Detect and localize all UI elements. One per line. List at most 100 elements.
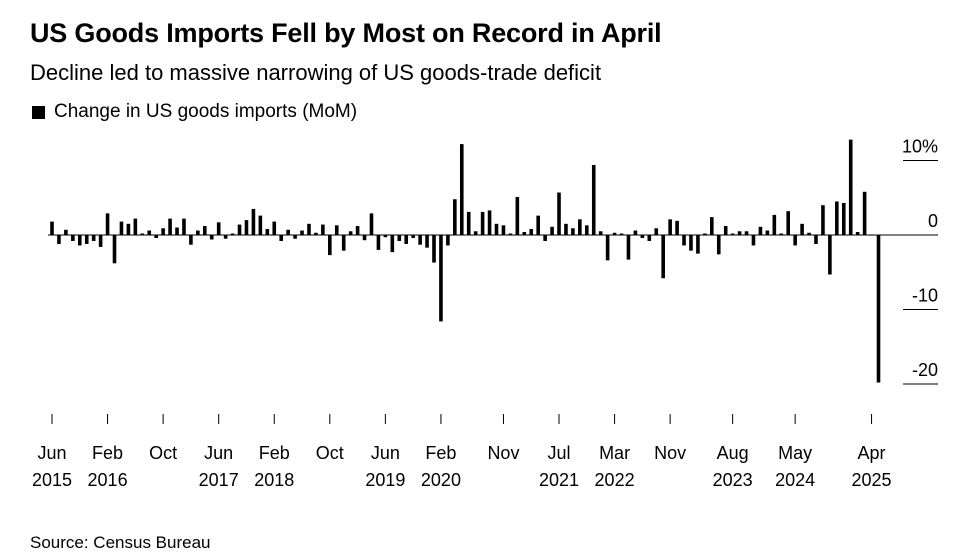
chart-subtitle: Decline led to massive narrowing of US g… bbox=[30, 60, 602, 85]
bar bbox=[84, 235, 89, 244]
bar bbox=[300, 230, 304, 235]
bar bbox=[369, 213, 374, 236]
bar bbox=[376, 235, 381, 250]
x-tick-label-month: Feb bbox=[92, 443, 123, 463]
x-tick-label-month: Aug bbox=[717, 443, 749, 463]
bar bbox=[536, 215, 540, 235]
bar bbox=[716, 235, 721, 255]
bar bbox=[807, 232, 811, 235]
bar bbox=[321, 224, 325, 235]
bar bbox=[786, 211, 791, 235]
bar bbox=[418, 235, 422, 245]
bar bbox=[314, 232, 318, 235]
bar bbox=[439, 235, 443, 322]
bar bbox=[383, 235, 388, 238]
bar bbox=[487, 210, 492, 235]
chart-title: US Goods Imports Fell by Most on Record … bbox=[30, 18, 662, 48]
bar bbox=[835, 201, 839, 235]
bar bbox=[862, 191, 867, 235]
bar bbox=[203, 226, 207, 235]
bar bbox=[57, 235, 61, 244]
legend-label: Change in US goods imports (MoM) bbox=[54, 101, 358, 122]
bar bbox=[390, 235, 395, 253]
x-tick-label-month: Feb bbox=[425, 443, 456, 463]
bar bbox=[654, 228, 659, 235]
bar bbox=[821, 205, 825, 235]
bar bbox=[605, 235, 610, 261]
bar bbox=[668, 219, 672, 235]
bar bbox=[515, 197, 520, 235]
x-tick-label-month: Jun bbox=[371, 443, 400, 463]
bar bbox=[286, 229, 290, 235]
bar bbox=[619, 233, 624, 235]
bar bbox=[640, 235, 645, 238]
x-axis: Jun 2015 Feb 2016 Oct Jun 2017 Feb 2018 Oct Jun 201… bbox=[32, 414, 892, 490]
x-tick-label-month: Jun bbox=[37, 443, 66, 463]
bar bbox=[598, 231, 603, 236]
x-tick-label-year: 2024 bbox=[775, 470, 815, 490]
bar bbox=[772, 214, 777, 235]
x-tick-label-month: Nov bbox=[487, 443, 519, 463]
bar bbox=[348, 231, 353, 236]
bar bbox=[591, 164, 596, 235]
bar bbox=[244, 220, 249, 235]
bar bbox=[307, 223, 311, 235]
x-tick-label-year: 2022 bbox=[595, 470, 635, 490]
x-tick-label-year: 2015 bbox=[32, 470, 72, 490]
x-tick-label-month: Oct bbox=[316, 443, 344, 463]
bar bbox=[689, 235, 693, 251]
bar bbox=[209, 235, 214, 240]
bar bbox=[147, 230, 152, 235]
bar bbox=[473, 231, 478, 236]
bar bbox=[751, 235, 756, 246]
bar bbox=[682, 235, 686, 246]
x-tick-label-month: Jun bbox=[204, 443, 233, 463]
bar bbox=[633, 230, 638, 235]
bar bbox=[578, 219, 582, 235]
bar bbox=[730, 233, 735, 235]
bar bbox=[230, 233, 235, 235]
bar bbox=[279, 235, 283, 241]
bar bbox=[647, 235, 652, 241]
y-tick-label: -10 bbox=[912, 286, 938, 306]
x-tick-label-year: 2018 bbox=[254, 470, 294, 490]
bar bbox=[112, 235, 117, 264]
x-tick-label-year: 2025 bbox=[852, 470, 892, 490]
x-tick-label-month: Nov bbox=[654, 443, 686, 463]
bar bbox=[480, 211, 485, 236]
x-tick-label-year: 2021 bbox=[539, 470, 579, 490]
bar bbox=[71, 235, 75, 241]
bar bbox=[779, 233, 784, 235]
bar bbox=[800, 223, 804, 235]
bar bbox=[189, 235, 193, 245]
x-tick-label-month: May bbox=[778, 443, 812, 463]
bar bbox=[355, 226, 360, 235]
bar-chart: 10% 0 -10 -20 Jun 2015 Feb 2016 Oct Jun 2017 Feb 20… bbox=[32, 137, 938, 490]
bar bbox=[432, 235, 436, 263]
bar bbox=[328, 235, 332, 256]
bar bbox=[584, 225, 589, 235]
bar bbox=[675, 220, 679, 235]
bar bbox=[425, 235, 429, 248]
bar bbox=[133, 218, 138, 235]
x-tick-label-month: Mar bbox=[599, 443, 630, 463]
bar bbox=[404, 235, 409, 244]
bar bbox=[501, 225, 506, 235]
bar bbox=[91, 235, 96, 241]
bar bbox=[154, 235, 158, 238]
bar bbox=[265, 229, 270, 235]
y-tick-label: -20 bbox=[912, 360, 938, 380]
bar bbox=[397, 235, 402, 241]
bar bbox=[334, 225, 339, 235]
x-tick-label-year: 2019 bbox=[365, 470, 405, 490]
y-axis: 10% 0 -10 -20 bbox=[902, 137, 938, 385]
source-note: Source: Census Bureau bbox=[30, 533, 211, 552]
bar bbox=[661, 235, 665, 279]
bar bbox=[168, 218, 172, 235]
bar bbox=[50, 221, 54, 235]
bar bbox=[828, 235, 832, 275]
bar bbox=[161, 228, 165, 235]
bar bbox=[494, 223, 499, 235]
bar bbox=[446, 235, 450, 246]
bar bbox=[855, 232, 860, 235]
